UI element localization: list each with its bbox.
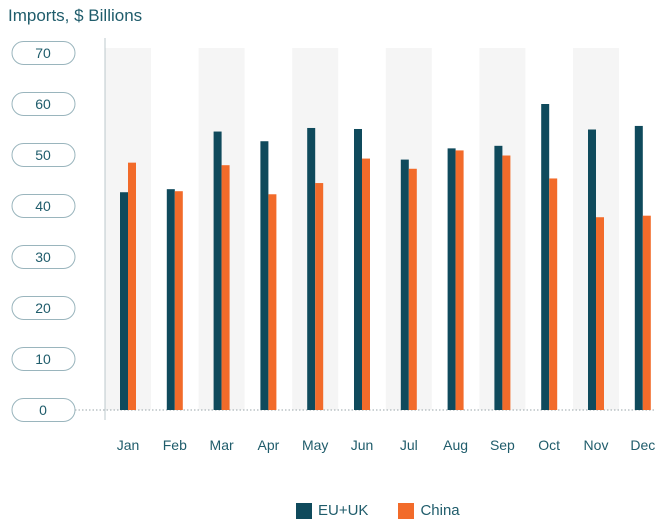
bar-china: [221, 165, 230, 410]
y-tick-label: 50: [35, 147, 51, 163]
y-tick-pill: [11, 41, 76, 65]
y-tick-pill: [11, 245, 76, 269]
y-tick-label: 0: [39, 402, 47, 418]
y-tick-label: 10: [35, 351, 51, 367]
bar-china: [455, 150, 464, 410]
x-tick-label: Dec: [630, 437, 655, 453]
y-tick-label: 70: [35, 45, 51, 61]
bar-china: [174, 191, 183, 410]
x-tick-label: Jan: [117, 437, 140, 453]
y-tick-pill: [11, 347, 76, 371]
x-tick-label: Apr: [258, 437, 280, 453]
bar-eu-uk: [541, 104, 550, 410]
x-tick-label: Feb: [163, 437, 187, 453]
legend: EU+UK China: [296, 502, 482, 519]
legend-item-eu: EU+UK: [296, 502, 368, 519]
bar-china: [268, 194, 277, 410]
legend-swatch-eu: [296, 502, 312, 519]
legend-label-eu: EU+UK: [318, 502, 369, 519]
bar-china: [596, 217, 604, 410]
x-tick-label: Jun: [351, 437, 374, 453]
x-tick-label: Aug: [443, 437, 468, 453]
y-tick-pill: [11, 143, 76, 167]
bar-china: [642, 215, 651, 410]
x-tick-label: Mar: [210, 437, 234, 453]
legend-swatch-china: [398, 502, 415, 519]
bar-eu-uk: [213, 131, 222, 411]
x-tick-label: Sep: [490, 437, 515, 453]
bar-china: [502, 155, 511, 410]
bar-china: [128, 162, 136, 410]
legend-item-china: China: [398, 502, 460, 519]
y-tick-pill: [11, 92, 76, 116]
bar-eu-uk: [120, 192, 128, 410]
bar-eu-uk: [260, 141, 269, 411]
x-tick-label: Jul: [400, 437, 418, 453]
y-tick-label: 30: [35, 249, 51, 265]
x-tick-label: May: [302, 437, 328, 453]
y-tick-label: 20: [35, 300, 51, 316]
bar-china: [362, 158, 370, 410]
bar-eu-uk: [354, 128, 362, 411]
legend-label-china: China: [420, 502, 460, 519]
y-tick-pill: [11, 296, 76, 320]
y-tick-pill: [11, 194, 76, 218]
bar-china: [549, 178, 558, 410]
bar-eu-uk: [166, 189, 175, 410]
bar-eu-uk: [588, 129, 596, 410]
bar-china: [408, 168, 417, 410]
bar-eu-uk: [447, 148, 456, 410]
chart-title: Imports, $ Billions: [8, 6, 143, 25]
bar-eu-uk: [400, 159, 409, 410]
bar-china: [315, 183, 324, 410]
bar-eu-uk: [494, 145, 503, 410]
y-tick-label: 40: [35, 198, 51, 214]
bar-eu-uk: [307, 127, 316, 410]
bar-eu-uk: [634, 125, 643, 411]
y-tick-label: 60: [35, 96, 51, 112]
x-tick-label: Oct: [538, 437, 560, 453]
x-tick-label: Nov: [584, 437, 609, 453]
